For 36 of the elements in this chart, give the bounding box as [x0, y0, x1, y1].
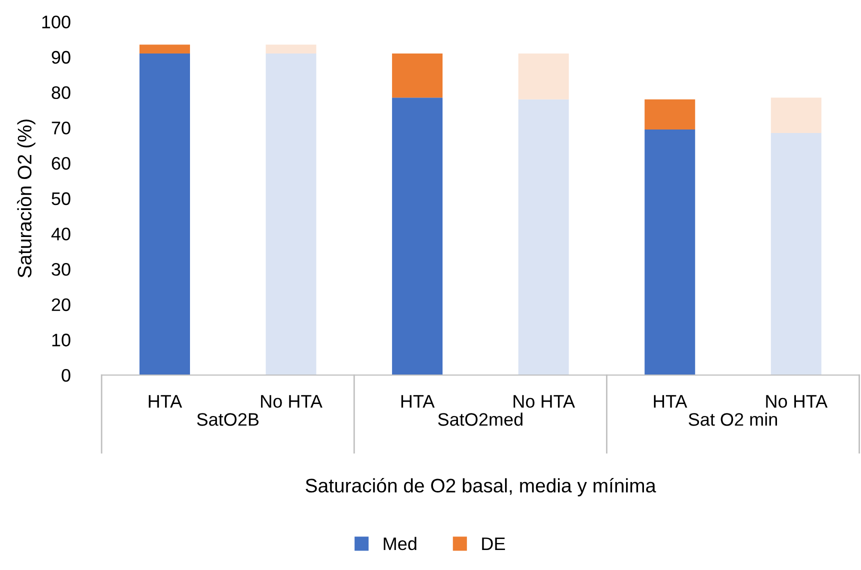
x-tick-label: No HTA [514, 395, 575, 408]
text: SatO2med [438, 412, 522, 426]
bar [770, 98, 822, 133]
y-tick-label: 20 [52, 298, 70, 312]
legend-label: Med [384, 536, 416, 550]
bar [139, 44, 190, 54]
bar [266, 53, 316, 376]
x-axis-title: Saturación de O2 basal, media y mínima [306, 478, 656, 496]
bar [392, 98, 443, 376]
x-tick-label: HTA [654, 395, 688, 408]
y-tick-label: 100 [42, 16, 70, 28]
x-tick-label: No HTA [261, 395, 322, 408]
bar [139, 53, 190, 376]
x-tick-label: HTA [401, 395, 435, 408]
x-tick-label: HTA [148, 395, 182, 408]
bar [266, 44, 316, 54]
y-tick-label: 70 [52, 122, 70, 134]
bar [770, 132, 822, 376]
y-tick-label: 30 [52, 262, 70, 276]
bar [644, 99, 696, 130]
y-tick-label: 50 [52, 192, 70, 206]
text: SatO2B [197, 413, 259, 426]
y-tick-label: 40 [51, 228, 70, 240]
y-tick-label: 60 [52, 156, 70, 170]
y-axis-title: Saturaciòn O2 (%) [17, 120, 36, 278]
bar [644, 129, 696, 376]
y-tick-label: 10 [52, 334, 70, 346]
bar [392, 53, 443, 98]
y-tick-label: 90 [52, 50, 70, 64]
text: Sat O2 min [688, 412, 777, 426]
bar [518, 99, 569, 376]
y-tick-label: 80 [52, 86, 70, 100]
bar [518, 53, 569, 100]
y-tick-label: 0 [62, 368, 70, 382]
x-tick-label: No HTA [766, 395, 828, 408]
legend-label: DE [482, 538, 505, 550]
